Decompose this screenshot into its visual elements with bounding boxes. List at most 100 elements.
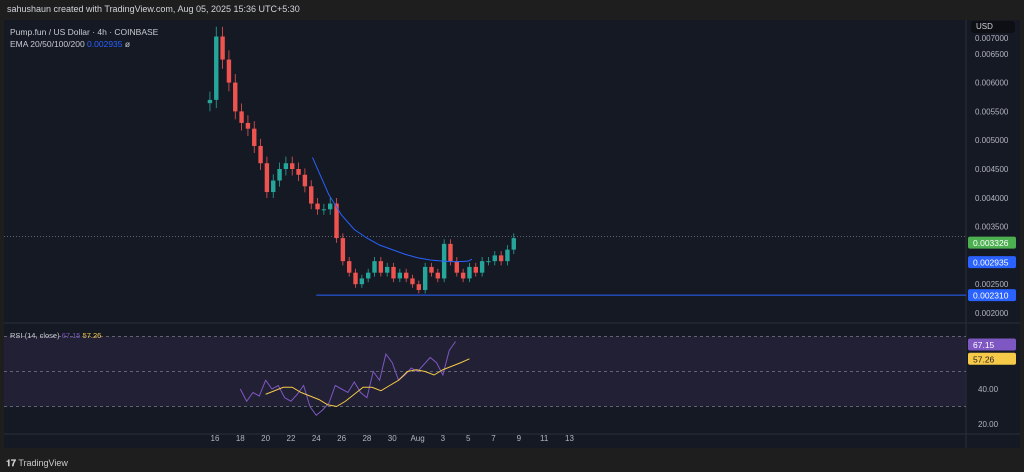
rsi-legend[interactable]: RSI (14, close) 67.15 57.26 xyxy=(10,331,101,341)
candle-down xyxy=(309,186,314,204)
candle-down xyxy=(498,255,504,262)
time-tick-label: 3 xyxy=(441,434,446,443)
price-tick-label: 0.007000 xyxy=(975,34,1009,43)
time-tick-label: 5 xyxy=(466,434,471,443)
time-tick-label: 9 xyxy=(517,434,522,443)
candle-down xyxy=(233,82,238,112)
candle-down xyxy=(220,36,225,60)
candle-up xyxy=(283,163,289,169)
price-tick-label: 0.005000 xyxy=(975,136,1009,145)
candle-down xyxy=(353,272,358,285)
last-price-tag: 0.003326 xyxy=(973,238,1009,248)
time-tick-label: Aug xyxy=(410,434,424,443)
candle-up xyxy=(207,99,213,104)
price-tick-label: 0.003500 xyxy=(975,223,1009,232)
candle-down xyxy=(454,261,460,273)
candle-down xyxy=(403,272,409,279)
candle-down xyxy=(435,272,441,279)
candle-up xyxy=(492,255,497,262)
rsi-value: 67.15 xyxy=(61,331,81,340)
price-tick-label: 0.006500 xyxy=(975,50,1009,59)
candle-down xyxy=(296,169,301,175)
ema-line xyxy=(312,157,473,263)
candle-up xyxy=(384,266,390,273)
candle-up xyxy=(271,180,276,193)
candle-down xyxy=(252,128,257,146)
time-tick-label: 24 xyxy=(312,434,321,443)
candle-down xyxy=(302,174,308,187)
candle-down xyxy=(226,59,232,83)
time-tick-label: 28 xyxy=(362,434,371,443)
rsi-tick-label: 40.00 xyxy=(978,385,999,394)
candle-up xyxy=(486,261,491,263)
price-tick-label: 0.004500 xyxy=(975,165,1009,174)
time-tick-label: 13 xyxy=(565,434,574,443)
rsi-line xyxy=(239,341,456,416)
candle-down xyxy=(264,163,270,193)
ema-legend[interactable]: EMA 20/50/100/200 0.002935 ø xyxy=(10,39,130,49)
tradingview-logo[interactable]: 𝟏𝟕 TradingView xyxy=(6,458,68,469)
candle-down xyxy=(460,272,466,279)
candle-up xyxy=(277,169,282,181)
rsi-tag: 67.15 xyxy=(973,340,995,350)
time-tick-label: 16 xyxy=(211,434,220,443)
candle-down xyxy=(290,163,295,169)
candle-up xyxy=(505,249,510,262)
candle-up xyxy=(397,272,403,279)
rsi-ma-tag: 57.26 xyxy=(973,354,995,364)
candle-down xyxy=(334,203,339,239)
support-price-tag: 0.002310 xyxy=(973,291,1009,301)
time-tick-label: 20 xyxy=(261,434,270,443)
last-price-tag-bg xyxy=(968,236,1016,249)
rsi-tick-label: 20.00 xyxy=(978,420,999,429)
price-tick-label: 0.002000 xyxy=(975,309,1009,318)
candle-up xyxy=(321,209,327,211)
candle-down xyxy=(448,243,453,262)
rsi-ma-tag-bg xyxy=(968,352,1016,365)
candle-down xyxy=(410,278,415,285)
candle-down xyxy=(258,145,263,164)
candle-down xyxy=(391,266,396,279)
currency-button[interactable]: USD xyxy=(971,21,1015,33)
time-tick-label: 18 xyxy=(236,434,245,443)
price-tick-label: 0.002500 xyxy=(975,280,1009,289)
chart-header: sahushaun created with TradingView.com, … xyxy=(7,4,300,14)
time-tick-label: 22 xyxy=(287,434,296,443)
symbol-legend[interactable]: Pump.fun / US Dollar · 4h · COINBASE xyxy=(10,27,159,37)
footer-brand: TradingView xyxy=(18,458,68,468)
candle-up xyxy=(479,261,485,273)
candle-up xyxy=(365,272,371,279)
candle-down xyxy=(315,203,320,210)
candle-up xyxy=(422,266,428,290)
candle-down xyxy=(245,122,251,129)
candle-down xyxy=(429,266,434,273)
candle-up xyxy=(372,261,377,273)
candle-down xyxy=(473,266,478,273)
rsi-label: RSI (14, close) xyxy=(10,331,60,340)
ema-price-tag-bg xyxy=(968,256,1016,269)
price-tick-label: 0.005500 xyxy=(975,107,1009,116)
candle-down xyxy=(239,111,244,123)
candle-up xyxy=(511,238,516,250)
ema-price-tag: 0.002935 xyxy=(973,258,1009,268)
tv-logo-icon: 𝟏𝟕 xyxy=(6,458,17,468)
candle-down xyxy=(416,284,422,290)
candle-up xyxy=(467,266,472,279)
candle-down xyxy=(346,261,352,273)
rsi-ma-line xyxy=(265,358,470,408)
price-tick-label: 0.004000 xyxy=(975,194,1009,203)
time-tick-label: 26 xyxy=(337,434,346,443)
candle-up xyxy=(328,203,333,210)
candle-up xyxy=(214,36,219,100)
time-tick-label: 30 xyxy=(388,434,397,443)
candle-up xyxy=(359,278,365,285)
rsi-tag-bg xyxy=(968,338,1016,351)
visibility-icon[interactable]: ø xyxy=(124,39,131,49)
time-tick-label: 7 xyxy=(491,434,496,443)
rsi-ma-value: 57.26 xyxy=(82,331,102,340)
price-tick-label: 0.006000 xyxy=(975,79,1009,88)
ema-value: 0.002935 xyxy=(87,39,123,49)
support-price-tag-bg xyxy=(968,289,1016,302)
ema-label: EMA 20/50/100/200 xyxy=(10,39,85,49)
